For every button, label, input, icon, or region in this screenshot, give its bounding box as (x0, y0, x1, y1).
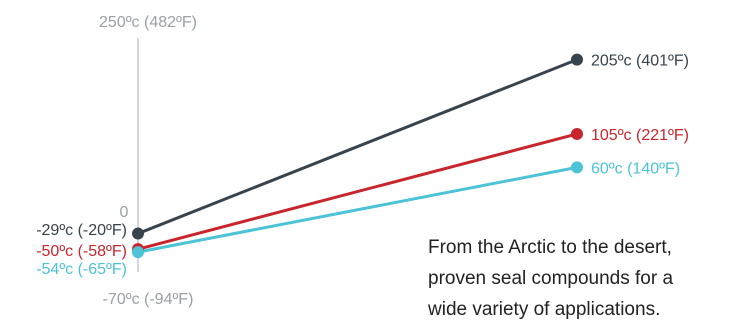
series-line (137, 165, 578, 254)
series-line (137, 132, 578, 251)
caption-line: proven seal compounds for a (428, 268, 674, 289)
series-end-point (571, 161, 583, 174)
series-start-point (132, 227, 144, 240)
y-axis-zero-label: 0 (120, 204, 129, 221)
series-end-label: 105ºc (221ºF) (591, 127, 689, 144)
y-axis-top-label: 250ºc (482ºF) (99, 14, 197, 31)
series-end-label: 60ºc (140ºF) (591, 160, 680, 177)
caption-line: From the Arctic to the desert, (428, 237, 672, 258)
series-end-label: 205ºc (401ºF) (591, 53, 689, 70)
caption: From the Arctic to the desert, proven se… (428, 232, 744, 325)
y-axis-bottom-label: -70ºc (-94ºF) (103, 291, 194, 308)
series-layer: -29ºc (-20ºF) 205ºc (401ºF) -50ºc (-58ºF) 1… (36, 53, 689, 278)
series-line (137, 58, 578, 235)
series-start-point (132, 246, 144, 259)
series-end-point (571, 53, 583, 66)
series-start-label: -54ºc (-65ºF) (36, 261, 127, 278)
series-start-label: -29ºc (-20ºF) (36, 222, 127, 239)
series-start-label: -50ºc (-58ºF) (36, 243, 127, 260)
series-end-point (571, 127, 583, 140)
caption-line: wide variety of applications. (428, 299, 661, 320)
